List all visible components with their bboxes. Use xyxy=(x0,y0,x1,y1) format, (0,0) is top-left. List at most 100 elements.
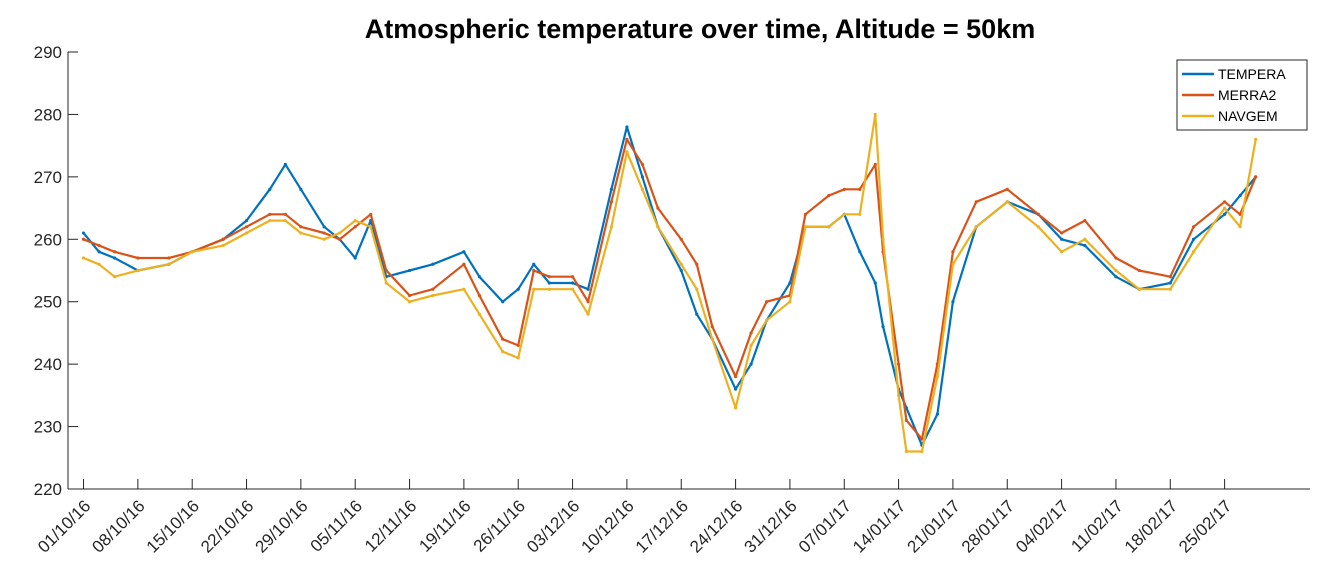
data-point-merra2 xyxy=(710,325,714,329)
data-point-merra2 xyxy=(656,206,660,210)
data-point-merra2 xyxy=(896,362,901,366)
data-point-navgem xyxy=(268,218,272,223)
data-point-tempera xyxy=(547,281,551,285)
data-point-navgem xyxy=(640,187,645,191)
data-point-merra2 xyxy=(532,268,536,273)
data-point-merra2 xyxy=(407,293,412,298)
x-tick-label: 31/12/16 xyxy=(741,496,801,556)
data-point-merra2 xyxy=(1191,225,1196,229)
data-point-tempera xyxy=(532,262,536,266)
data-point-merra2 xyxy=(873,162,877,166)
data-point-tempera xyxy=(1060,237,1064,241)
x-tick-label: 10/12/16 xyxy=(577,496,637,556)
data-point-tempera xyxy=(640,175,645,179)
series-line-navgem xyxy=(83,113,1257,453)
data-point-navgem xyxy=(81,256,86,260)
data-point-navgem xyxy=(679,262,683,266)
series-line-merra2 xyxy=(83,138,1257,441)
data-point-merra2 xyxy=(462,262,466,266)
data-point-navgem xyxy=(625,150,629,154)
data-point-navgem xyxy=(842,212,846,216)
data-point-navgem xyxy=(881,237,885,241)
data-point-navgem xyxy=(338,231,342,235)
data-point-navgem xyxy=(803,225,808,229)
data-point-navgem xyxy=(244,231,249,235)
data-point-navgem xyxy=(586,312,590,316)
y-tick-label: 240 xyxy=(34,355,62,374)
x-tick-label: 24/12/16 xyxy=(686,496,746,556)
x-tick-label: 12/11/16 xyxy=(361,496,420,555)
data-point-merra2 xyxy=(112,250,117,254)
data-point-navgem xyxy=(1060,250,1064,254)
data-point-merra2 xyxy=(516,343,520,348)
data-point-navgem xyxy=(765,318,769,323)
data-point-tempera xyxy=(322,225,326,229)
data-point-merra2 xyxy=(97,243,101,248)
series-line-tempera xyxy=(82,125,1257,447)
data-point-merra2 xyxy=(920,437,924,441)
axes: 220 230 240 250 260 270 280 290 01/10/1608/10/16… xyxy=(34,43,1310,557)
data-point-merra2 xyxy=(827,193,831,198)
data-point-navgem xyxy=(112,275,117,279)
data-point-tempera xyxy=(695,312,699,316)
data-point-merra2 xyxy=(974,200,978,204)
data-point-navgem xyxy=(167,262,171,266)
data-point-merra2 xyxy=(904,418,908,422)
data-point-merra2 xyxy=(322,231,326,235)
data-point-merra2 xyxy=(477,293,482,298)
x-tick-label: 29/10/16 xyxy=(251,496,311,556)
x-tick-label: 19/11/16 xyxy=(415,496,474,555)
data-point-navgem xyxy=(695,287,699,291)
data-point-navgem xyxy=(384,281,388,285)
data-point-navgem xyxy=(788,300,792,304)
data-point-merra2 xyxy=(167,256,171,260)
data-point-navgem xyxy=(501,350,505,354)
data-point-tempera xyxy=(477,275,482,279)
data-point-merra2 xyxy=(733,375,738,379)
data-point-tempera xyxy=(268,187,272,191)
data-point-merra2 xyxy=(570,275,575,279)
data-point-tempera xyxy=(407,268,412,273)
data-point-merra2 xyxy=(858,187,862,191)
data-point-tempera xyxy=(1083,243,1087,248)
x-tick-label: 11/02/17 xyxy=(1067,496,1126,555)
data-point-navgem xyxy=(896,393,901,397)
data-point-merra2 xyxy=(268,212,272,216)
data-point-navgem xyxy=(920,449,924,454)
data-point-navgem xyxy=(609,225,613,229)
legend-label: MERRA2 xyxy=(1218,87,1277,103)
data-point-merra2 xyxy=(695,262,699,266)
data-point-navgem xyxy=(462,287,466,291)
data-point-merra2 xyxy=(1137,268,1141,273)
data-point-merra2 xyxy=(765,300,769,304)
data-point-navgem xyxy=(904,449,908,454)
data-point-merra2 xyxy=(1168,275,1172,279)
data-point-navgem xyxy=(710,337,714,341)
data-point-tempera xyxy=(788,281,792,285)
data-point-navgem xyxy=(1137,287,1141,291)
data-point-tempera xyxy=(858,250,862,254)
data-point-merra2 xyxy=(81,237,86,241)
data-point-tempera xyxy=(679,268,683,273)
data-point-merra2 xyxy=(369,212,373,216)
data-point-navgem xyxy=(283,218,287,223)
data-point-navgem xyxy=(136,268,140,273)
data-point-merra2 xyxy=(1114,256,1118,260)
data-point-navgem xyxy=(97,262,101,266)
data-point-navgem xyxy=(407,300,412,304)
data-point-merra2 xyxy=(586,300,590,304)
data-point-navgem xyxy=(656,225,660,229)
x-tick-label: 04/02/17 xyxy=(1012,496,1072,556)
data-point-merra2 xyxy=(501,337,505,341)
data-point-navgem xyxy=(190,250,194,254)
data-point-tempera xyxy=(516,287,520,291)
data-point-tempera xyxy=(244,218,249,223)
data-point-tempera xyxy=(1238,193,1242,198)
legend: TEMPERA MERRA2 NAVGEM xyxy=(1176,59,1308,131)
data-point-tempera xyxy=(586,287,590,291)
data-point-tempera xyxy=(873,281,877,285)
data-point-merra2 xyxy=(1083,218,1087,223)
data-point-merra2 xyxy=(244,225,249,229)
data-point-navgem xyxy=(1238,225,1242,229)
